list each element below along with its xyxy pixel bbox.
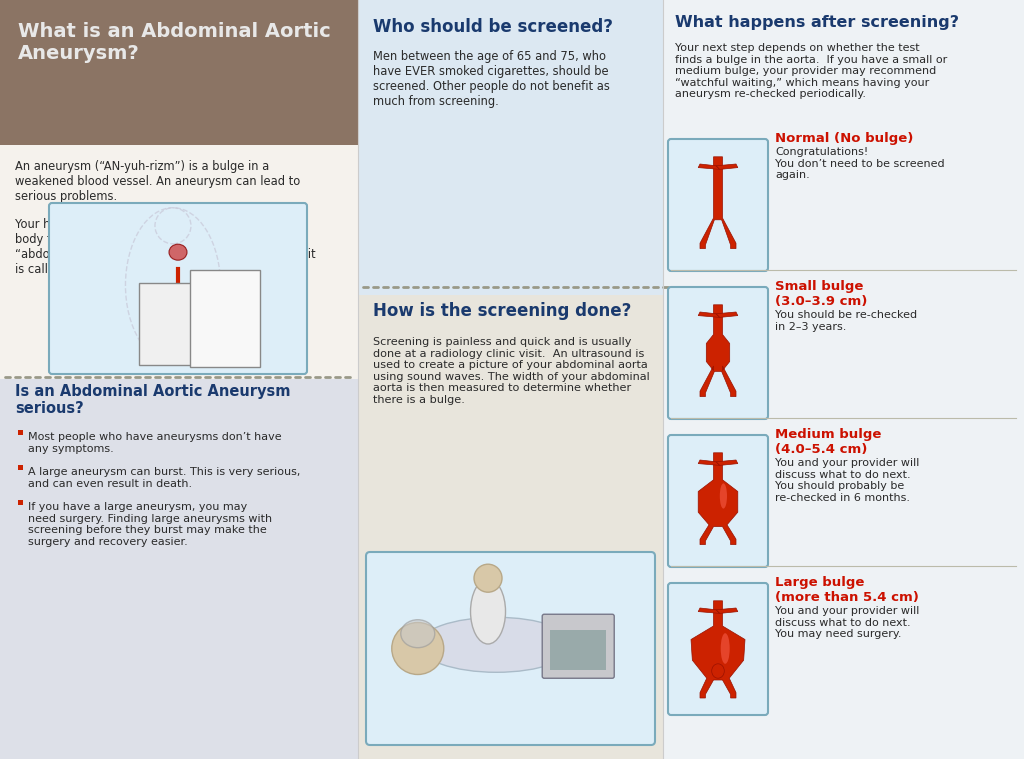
Polygon shape: [716, 608, 738, 613]
FancyBboxPatch shape: [0, 379, 358, 759]
Text: A large aneurysm can burst. This is very serious,
and can even result in death.: A large aneurysm can burst. This is very…: [28, 467, 300, 489]
Text: Who should be screened?: Who should be screened?: [373, 18, 613, 36]
Text: Your next step depends on whether the test
finds a bulge in the aorta.  If you h: Your next step depends on whether the te…: [675, 43, 947, 99]
Text: Men between the age of 65 and 75, who
have EVER smoked cigarettes, should be
scr: Men between the age of 65 and 75, who ha…: [373, 50, 610, 108]
Polygon shape: [164, 306, 175, 309]
Text: Is an Abdominal Aortic Aneurysm
serious?: Is an Abdominal Aortic Aneurysm serious?: [15, 384, 291, 417]
Polygon shape: [156, 306, 166, 309]
FancyBboxPatch shape: [366, 552, 655, 745]
Text: Small bulge
(3.0–3.9 cm): Small bulge (3.0–3.9 cm): [775, 280, 867, 308]
FancyBboxPatch shape: [49, 203, 307, 374]
FancyBboxPatch shape: [668, 287, 768, 419]
Circle shape: [474, 564, 502, 592]
FancyBboxPatch shape: [358, 295, 663, 759]
Polygon shape: [208, 290, 241, 350]
FancyBboxPatch shape: [0, 0, 358, 145]
Ellipse shape: [712, 664, 724, 679]
Text: What is an Abdominal Aortic
Aneurysm?: What is an Abdominal Aortic Aneurysm?: [18, 22, 331, 63]
Polygon shape: [716, 460, 738, 465]
Text: You should be re-checked
in 2–3 years.: You should be re-checked in 2–3 years.: [775, 310, 918, 332]
Ellipse shape: [470, 579, 506, 644]
Text: Normal (No bulge): Normal (No bulge): [775, 132, 913, 145]
Polygon shape: [698, 453, 738, 545]
Ellipse shape: [226, 310, 231, 329]
Polygon shape: [698, 608, 720, 613]
Polygon shape: [716, 312, 738, 317]
Polygon shape: [213, 294, 225, 298]
Bar: [18, 430, 23, 435]
Text: You and your provider will
discuss what to do next.
You may need surgery.: You and your provider will discuss what …: [775, 606, 920, 639]
Polygon shape: [698, 164, 720, 169]
Text: If you have a large aneurysm, you may
need surgery. Finding large aneurysms with: If you have a large aneurysm, you may ne…: [28, 502, 272, 546]
Text: Your heart pumps blood to the lower part of your
body through a large blood vess: Your heart pumps blood to the lower part…: [15, 218, 315, 276]
Text: An aneurysm (“AN-yuh-rizm”) is a bulge in a
weakened blood vessel. An aneurysm c: An aneurysm (“AN-yuh-rizm”) is a bulge i…: [15, 160, 300, 203]
Ellipse shape: [162, 334, 168, 341]
Bar: [18, 465, 23, 470]
Ellipse shape: [169, 244, 187, 260]
FancyBboxPatch shape: [668, 435, 768, 567]
FancyBboxPatch shape: [663, 0, 1024, 759]
Text: Screening is painless and quick and is usually
done at a radiology clinic visit.: Screening is painless and quick and is u…: [373, 337, 650, 405]
Text: Medium bulge
(4.0–5.4 cm): Medium bulge (4.0–5.4 cm): [775, 428, 882, 456]
Circle shape: [392, 622, 443, 675]
Ellipse shape: [721, 633, 730, 664]
Text: You and your provider will
discuss what to do next.
You should probably be
re-ch: You and your provider will discuss what …: [775, 458, 920, 502]
FancyBboxPatch shape: [543, 614, 614, 679]
Text: What happens after screening?: What happens after screening?: [675, 15, 959, 30]
Text: How is the screening done?: How is the screening done?: [373, 302, 632, 320]
Polygon shape: [716, 164, 738, 169]
Polygon shape: [698, 460, 720, 465]
Polygon shape: [700, 305, 736, 397]
FancyBboxPatch shape: [358, 0, 663, 295]
Text: Large bulge
(more than 5.4 cm): Large bulge (more than 5.4 cm): [775, 576, 919, 604]
Ellipse shape: [419, 617, 573, 672]
Ellipse shape: [167, 319, 171, 334]
Polygon shape: [691, 601, 745, 698]
FancyBboxPatch shape: [550, 630, 606, 670]
Polygon shape: [700, 157, 736, 249]
Polygon shape: [152, 302, 179, 351]
Ellipse shape: [720, 483, 727, 509]
FancyBboxPatch shape: [0, 145, 358, 379]
Ellipse shape: [221, 329, 228, 338]
FancyBboxPatch shape: [668, 139, 768, 271]
Ellipse shape: [400, 619, 435, 647]
Polygon shape: [698, 312, 720, 317]
FancyBboxPatch shape: [668, 583, 768, 715]
Bar: [18, 500, 23, 505]
Text: Congratulations!
You don’t need to be screened
again.: Congratulations! You don’t need to be sc…: [775, 147, 944, 180]
Polygon shape: [223, 294, 237, 298]
FancyBboxPatch shape: [189, 270, 260, 367]
Text: Most people who have aneurysms don’t have
any symptoms.: Most people who have aneurysms don’t hav…: [28, 432, 282, 454]
FancyBboxPatch shape: [139, 283, 191, 365]
